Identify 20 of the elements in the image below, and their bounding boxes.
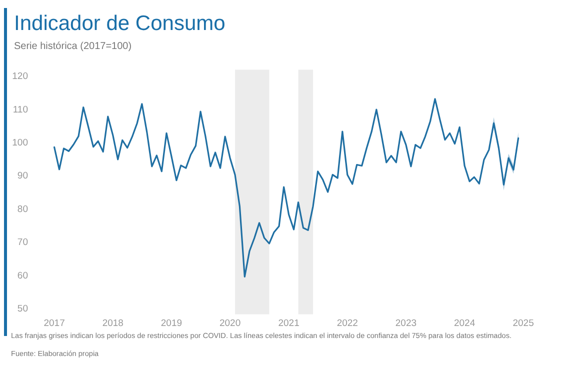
x-tick-label: 2021 (278, 318, 300, 329)
x-tick-label: 2017 (44, 318, 65, 329)
y-tick-label: 90 (17, 170, 28, 182)
y-tick-label: 60 (17, 270, 28, 282)
y-tick-label: 80 (17, 204, 28, 215)
y-tick-label: 70 (17, 237, 28, 248)
x-tick-label: 2019 (160, 318, 182, 329)
x-tick-label: 2023 (395, 318, 417, 329)
line-series (54, 98, 520, 278)
x-tick-label: 2020 (219, 318, 241, 329)
x-tick-label: 2022 (336, 318, 358, 329)
y-tick-label: 50 (17, 304, 28, 315)
x-tick-label: 2018 (102, 318, 124, 329)
chart-title: Indicador de Consumo (14, 12, 226, 35)
chart-subtitle: Serie histórica (2017=100) (14, 41, 132, 52)
x-tick-label: 2025 (512, 318, 534, 329)
y-tick-label: 120 (12, 71, 28, 82)
y-tick-label: 100 (12, 137, 28, 148)
y-tick-label: 110 (12, 104, 28, 116)
x-tick-label: 2024 (454, 318, 476, 329)
